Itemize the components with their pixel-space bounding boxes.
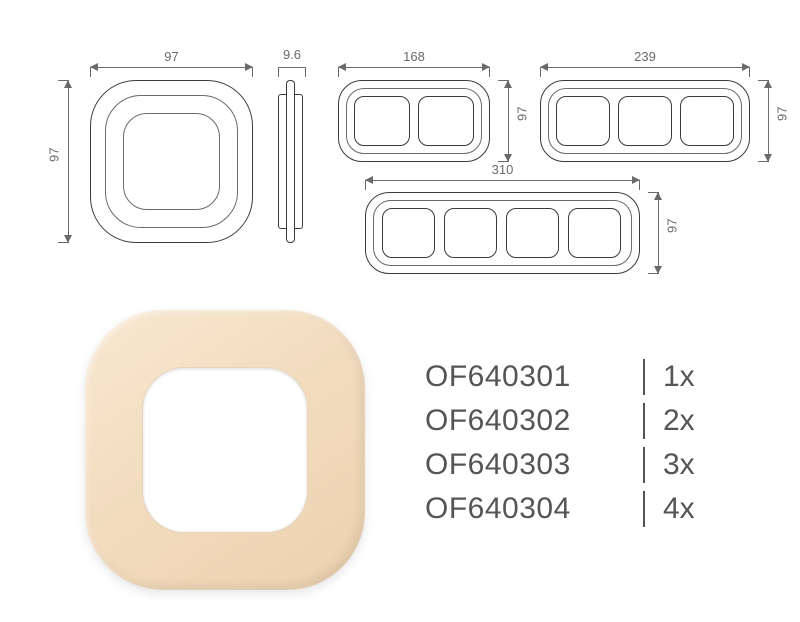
qty: 4x <box>663 492 695 526</box>
diagram-container: 97 97 9.6 168 97 239 97 <box>0 0 800 622</box>
table-row: OF640304 4x <box>425 487 695 531</box>
qty: 1x <box>663 360 695 394</box>
dim-2gang-height: 97 <box>496 80 514 162</box>
divider <box>643 359 645 395</box>
single-frame-side <box>278 80 306 243</box>
product-table: OF640301 1x OF640302 2x OF640303 3x OF64… <box>425 355 695 531</box>
dim-label: 97 <box>47 147 62 161</box>
dim-single-width: 97 <box>90 55 253 73</box>
two-gang-cell <box>418 96 474 146</box>
dim-depth: 9.6 <box>278 55 306 73</box>
dim-label: 239 <box>630 49 660 64</box>
three-gang-cell <box>680 96 734 146</box>
dim-label: 168 <box>399 49 429 64</box>
dim-label: 9.6 <box>279 47 305 62</box>
two-gang-cell <box>354 96 410 146</box>
qty: 2x <box>663 404 695 438</box>
dim-label: 97 <box>160 49 182 64</box>
table-row: OF640301 1x <box>425 355 695 399</box>
dim-3gang-height: 97 <box>756 80 774 162</box>
qty: 3x <box>663 448 695 482</box>
single-frame-inner <box>123 113 220 210</box>
sku: OF640302 <box>425 404 625 438</box>
table-row: OF640303 3x <box>425 443 695 487</box>
sku: OF640304 <box>425 492 625 526</box>
four-gang-cell <box>568 208 621 258</box>
three-gang-cell <box>556 96 610 146</box>
dim-4gang-height: 97 <box>646 192 664 274</box>
sku: OF640303 <box>425 448 625 482</box>
dim-2gang-width: 168 <box>338 55 490 73</box>
dim-label: 310 <box>488 162 518 177</box>
dim-label: 97 <box>665 219 680 233</box>
dim-label: 97 <box>515 107 530 121</box>
four-gang-cell <box>506 208 559 258</box>
product-render-hole <box>142 367 308 533</box>
table-row: OF640302 2x <box>425 399 695 443</box>
three-gang-cell <box>618 96 672 146</box>
dim-4gang-width: 310 <box>365 168 640 186</box>
four-gang-cell <box>444 208 497 258</box>
dim-3gang-width: 239 <box>540 55 750 73</box>
sku: OF640301 <box>425 360 625 394</box>
four-gang-cell <box>382 208 435 258</box>
divider <box>643 491 645 527</box>
divider <box>643 403 645 439</box>
dim-label: 97 <box>775 107 790 121</box>
divider <box>643 447 645 483</box>
dim-single-height: 97 <box>56 80 74 243</box>
